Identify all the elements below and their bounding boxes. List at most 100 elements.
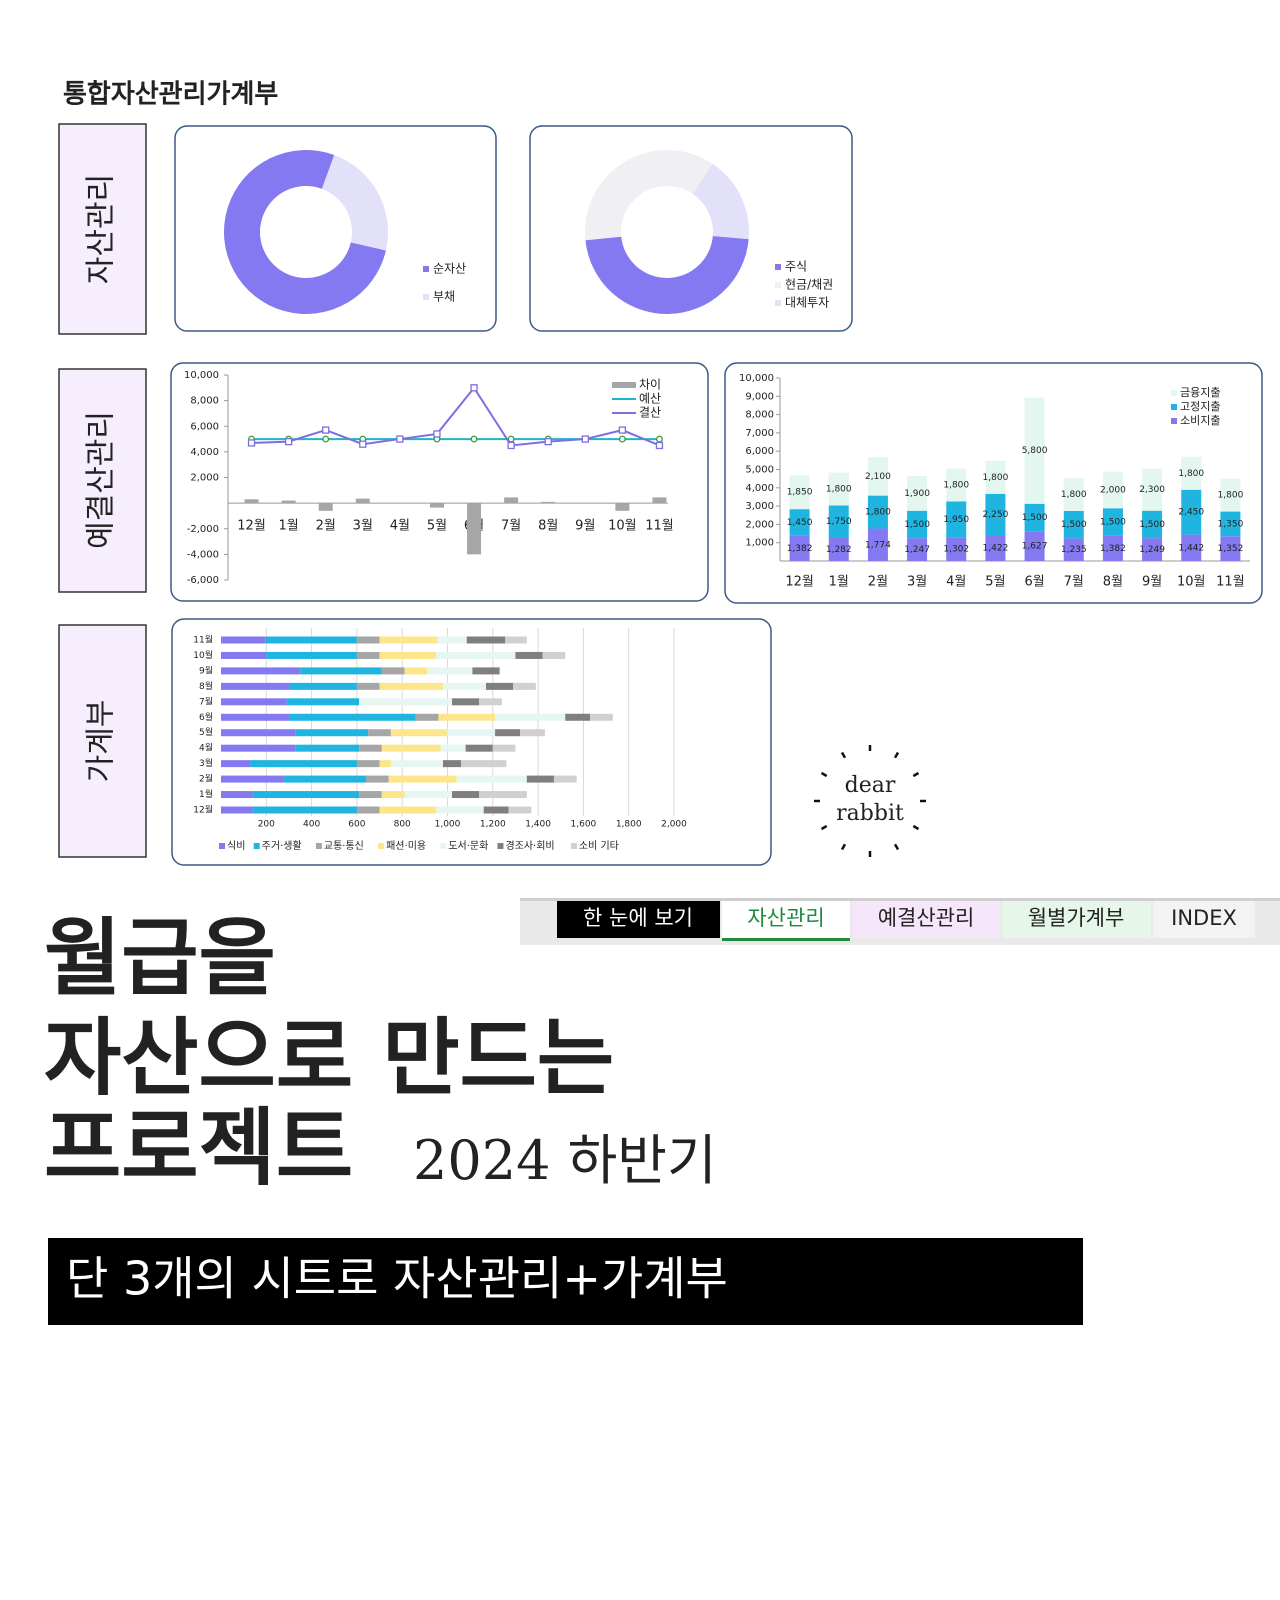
bar-segment [456,775,527,783]
bar-segment [356,682,380,690]
data-label: 1,500 [904,520,930,530]
tab-label[interactable]: 한 눈에 보기 [583,906,693,930]
y-tick-label: 9,000 [745,391,774,402]
headline: 월급을 [44,908,276,1007]
bar-segment [379,682,443,690]
y-tick-label: 12월 [193,804,213,816]
bar-segment [221,667,301,675]
bar-segment [356,636,380,644]
tab[interactable] [557,901,720,938]
data-label: 1,800 [1218,491,1244,501]
x-tick-label: 3월 [907,575,927,590]
bar-segment [368,729,391,737]
y-tick-label: 4,000 [745,483,774,494]
legend-label: 패션·미용 [386,840,426,852]
tab[interactable] [1153,901,1255,938]
marker [544,437,552,446]
bar-segment [1181,456,1202,490]
bar-segment [1181,489,1202,535]
tab[interactable] [1002,901,1151,938]
marker [470,384,478,392]
bar-segment [436,651,516,659]
data-label: 1,800 [826,485,852,495]
marker [284,437,293,446]
donut-slice [692,163,749,240]
bar-segment [1063,538,1084,561]
tab-label[interactable]: 월별가계부 [1028,906,1125,930]
y-tick-label: -4,000 [187,549,219,560]
donut-slice [223,150,386,314]
legend-label: 차이 [639,378,661,392]
bar-segment [492,744,516,752]
y-tick-label: 10,000 [184,370,219,381]
tab-bar-edge [520,898,1280,901]
data-label: 1,382 [787,544,813,554]
bar-segment [513,682,536,690]
logo-dash [912,771,920,778]
x-tick-label: 1,200 [480,820,506,830]
y-tick-label: 2,000 [745,519,774,530]
x-tick-label: 400 [303,820,320,830]
data-label: 1,247 [904,545,930,555]
y-tick-label: 2,000 [190,473,219,484]
data-label: 1,800 [1178,469,1204,479]
bar-segment [1220,478,1241,512]
data-label: 2,300 [1139,485,1165,495]
tab[interactable] [722,901,850,941]
bar [615,503,630,511]
y-tick-label: 6,000 [190,421,219,432]
line [251,386,660,447]
y-tick-label: 6,000 [745,446,774,457]
y-tick-label: 2월 [199,773,213,785]
bar-segment [221,729,296,737]
x-tick-label: 1,400 [525,820,551,830]
tab-label[interactable]: 자산관리 [747,906,824,930]
logo-text: dear [845,773,896,798]
tab-label[interactable]: INDEX [1171,906,1237,930]
bar-segment [1102,535,1123,561]
bar-segment [442,760,462,768]
marker [655,441,664,450]
legend-swatch [1171,390,1177,396]
marker [470,435,478,443]
legend-label: 경조사·회비 [505,839,554,852]
legend-label: 부채 [433,290,455,304]
y-tick-label: 3,000 [745,501,774,512]
bar-segment [867,495,888,529]
x-tick-label: 5월 [985,575,1005,590]
bar-segment [379,806,437,814]
bar-segment [1142,468,1163,511]
chart-panel [170,362,709,602]
legend-swatch [440,843,447,849]
bar-segment [286,698,360,706]
data-label: 1,235 [1061,545,1087,555]
legend-swatch [570,843,577,849]
data-label: 1,627 [1022,542,1048,552]
data-label: 1,750 [826,517,852,527]
x-tick-label: 1,800 [616,820,642,830]
bar-segment [252,806,357,814]
x-tick-label: 800 [394,820,411,830]
headline: 프로젝트 [44,1098,353,1197]
logo-dash [893,751,900,759]
bar-segment [985,534,1006,561]
marker [618,435,626,443]
bar-segment [221,682,289,690]
bar-segment [479,791,527,799]
legend-label: 결산 [639,406,661,420]
tab-label[interactable]: 예결산관리 [878,906,975,930]
bar-segment [483,806,509,814]
bar [355,498,370,504]
data-label: 1,774 [865,540,891,550]
bar-segment [365,775,389,783]
data-label: 5,800 [1022,446,1048,456]
data-label: 1,422 [983,543,1009,553]
bar-segment [946,501,967,538]
marker [581,435,589,443]
bar-segment [438,713,496,721]
tab[interactable] [852,901,1000,938]
bar-segment [985,460,1006,494]
logo-dash [912,824,920,831]
bar-segment [789,509,810,536]
bar-segment [907,510,928,539]
